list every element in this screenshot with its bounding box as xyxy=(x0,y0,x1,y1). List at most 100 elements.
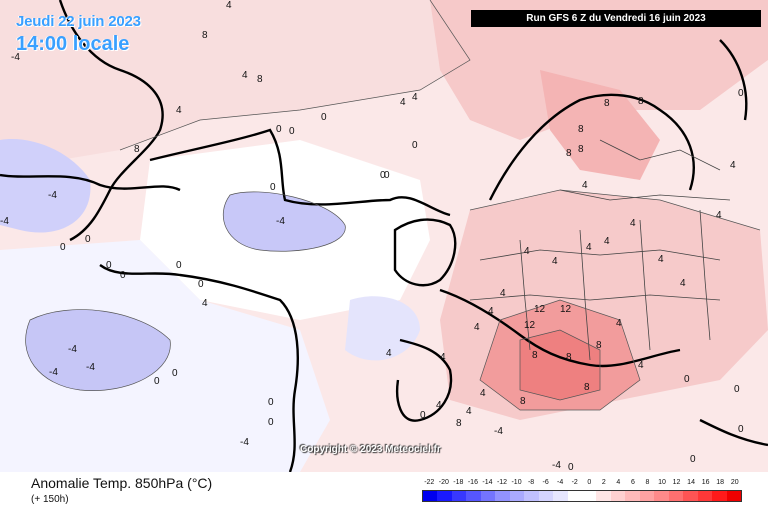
contour-label: 4 xyxy=(226,0,232,11)
contour-label: 4 xyxy=(658,254,664,265)
map-title: Anomalie Temp. 850hPa (°C) xyxy=(31,475,213,491)
warm-anomaly-scandinavia xyxy=(540,70,660,180)
legend-swatch xyxy=(495,491,510,501)
legend-tick: 12 xyxy=(672,479,681,486)
contour-label: 0 xyxy=(384,170,390,181)
contour-label: 4 xyxy=(176,105,182,116)
legend-swatch xyxy=(451,491,467,501)
legend-tick: 0 xyxy=(587,479,592,486)
contour-label: 0 xyxy=(380,170,386,181)
legend-swatch xyxy=(654,491,669,501)
contour-label: -4 xyxy=(0,216,9,227)
legend-swatch xyxy=(639,491,655,501)
contour-label: 4 xyxy=(242,70,248,81)
contour-label: 4 xyxy=(716,210,722,221)
legend-swatch xyxy=(596,491,611,501)
contour-label: 0 xyxy=(154,376,160,387)
contour-label: 0 xyxy=(106,260,112,271)
africa-north-coast xyxy=(699,418,768,447)
contour-label: 4 xyxy=(436,400,442,411)
border-line xyxy=(479,249,721,261)
legend-tick: -10 xyxy=(511,479,522,486)
contour-label: 0 xyxy=(198,279,204,290)
contour-label: 8 xyxy=(257,74,263,85)
legend-tick: -12 xyxy=(496,479,508,486)
border-line xyxy=(599,139,721,171)
labrador-coast xyxy=(0,173,181,192)
warm-anomaly-arctic xyxy=(430,0,768,140)
border-line xyxy=(699,209,711,341)
legend-tick: 4 xyxy=(616,479,621,486)
contour-label: 8 xyxy=(578,144,584,155)
contour-label: -4 xyxy=(494,426,503,437)
contour-label: 4 xyxy=(552,256,558,267)
iberia-coast xyxy=(396,338,453,422)
legend-tick: -18 xyxy=(453,479,464,486)
cold-anomaly-southwest xyxy=(25,309,171,391)
contour-label: 4 xyxy=(616,318,622,329)
map-footer: Anomalie Temp. 850hPa (°C) (+ 150h) -22-… xyxy=(0,472,768,512)
contour-label-layer: 8 4 8 -4 4 4 4 4 0 0 0 8 -4 -4 0 0 0 0 -… xyxy=(0,0,744,472)
contour-label: 8 xyxy=(584,382,590,393)
legend-tick: -4 xyxy=(557,479,564,486)
contour-label: 0 xyxy=(412,140,418,151)
greenland-south-coast xyxy=(149,128,451,217)
legend-swatch xyxy=(480,491,496,501)
legend-swatch xyxy=(625,491,640,501)
border-line xyxy=(579,229,591,361)
legend-swatch xyxy=(668,491,684,501)
contour-label: 8 xyxy=(566,352,572,363)
legend-tick: -22 xyxy=(424,479,435,486)
model-run-banner: Run GFS 6 Z du Vendredi 16 juin 2023 xyxy=(471,10,761,27)
north-american-coast xyxy=(99,264,299,472)
contour-label: -4 xyxy=(240,437,249,448)
contour-label: 4 xyxy=(202,298,208,309)
legend-tick: 14 xyxy=(687,479,695,486)
contour-label: 8 xyxy=(604,98,610,109)
legend-tick: -20 xyxy=(438,479,449,486)
color-legend xyxy=(422,490,742,502)
contour-label: 4 xyxy=(638,360,644,371)
contour-label: 0 xyxy=(60,242,66,253)
legend-swatch xyxy=(683,491,698,501)
greenland-coast xyxy=(58,0,164,242)
border-line xyxy=(519,239,531,351)
contour-label: 4 xyxy=(680,278,686,289)
russia-north-coast xyxy=(719,39,748,121)
contour-label: 0 xyxy=(268,417,274,428)
contour-label: 8 xyxy=(566,148,572,159)
europe-south-coast xyxy=(439,288,681,368)
contour-label: 4 xyxy=(480,388,486,399)
warm-anomaly-north xyxy=(0,0,470,170)
contour-label: 8 xyxy=(638,96,644,107)
legend-tick: 20 xyxy=(730,479,739,486)
legend-swatch xyxy=(466,491,481,501)
forecast-lead-time: (+ 150h) xyxy=(31,494,69,505)
legend-swatch xyxy=(581,491,597,501)
contour-label: 8 xyxy=(596,340,602,351)
contour-label: 0 xyxy=(684,374,690,385)
contour-label: 0 xyxy=(268,397,274,408)
temperature-anomaly-map: 8 4 8 -4 4 4 4 4 0 0 0 8 -4 -4 0 0 0 0 -… xyxy=(0,0,768,472)
contour-label: 8 xyxy=(578,124,584,135)
contour-label: 12 xyxy=(534,304,546,315)
contour-label: 4 xyxy=(440,352,446,363)
contour-label: -4 xyxy=(552,460,561,471)
contour-label: 12 xyxy=(524,320,536,331)
contour-label: -4 xyxy=(11,52,20,63)
coastlines xyxy=(0,0,768,472)
contour-label: -4 xyxy=(68,344,77,355)
legend-swatch xyxy=(712,491,727,501)
contour-line xyxy=(25,309,171,391)
contour-label: 8 xyxy=(202,30,208,41)
cold-anomaly-greenland xyxy=(0,139,91,233)
legend-swatch xyxy=(423,491,438,501)
legend-tick: 16 xyxy=(701,479,710,486)
contour-label: 4 xyxy=(586,242,592,253)
contour-label: -4 xyxy=(276,216,285,227)
contour-line xyxy=(479,299,641,411)
legend-tick: -16 xyxy=(467,479,478,486)
legend-tick: -8 xyxy=(527,479,535,486)
contour-label: 4 xyxy=(488,306,494,317)
contour-label: 0 xyxy=(276,124,282,135)
